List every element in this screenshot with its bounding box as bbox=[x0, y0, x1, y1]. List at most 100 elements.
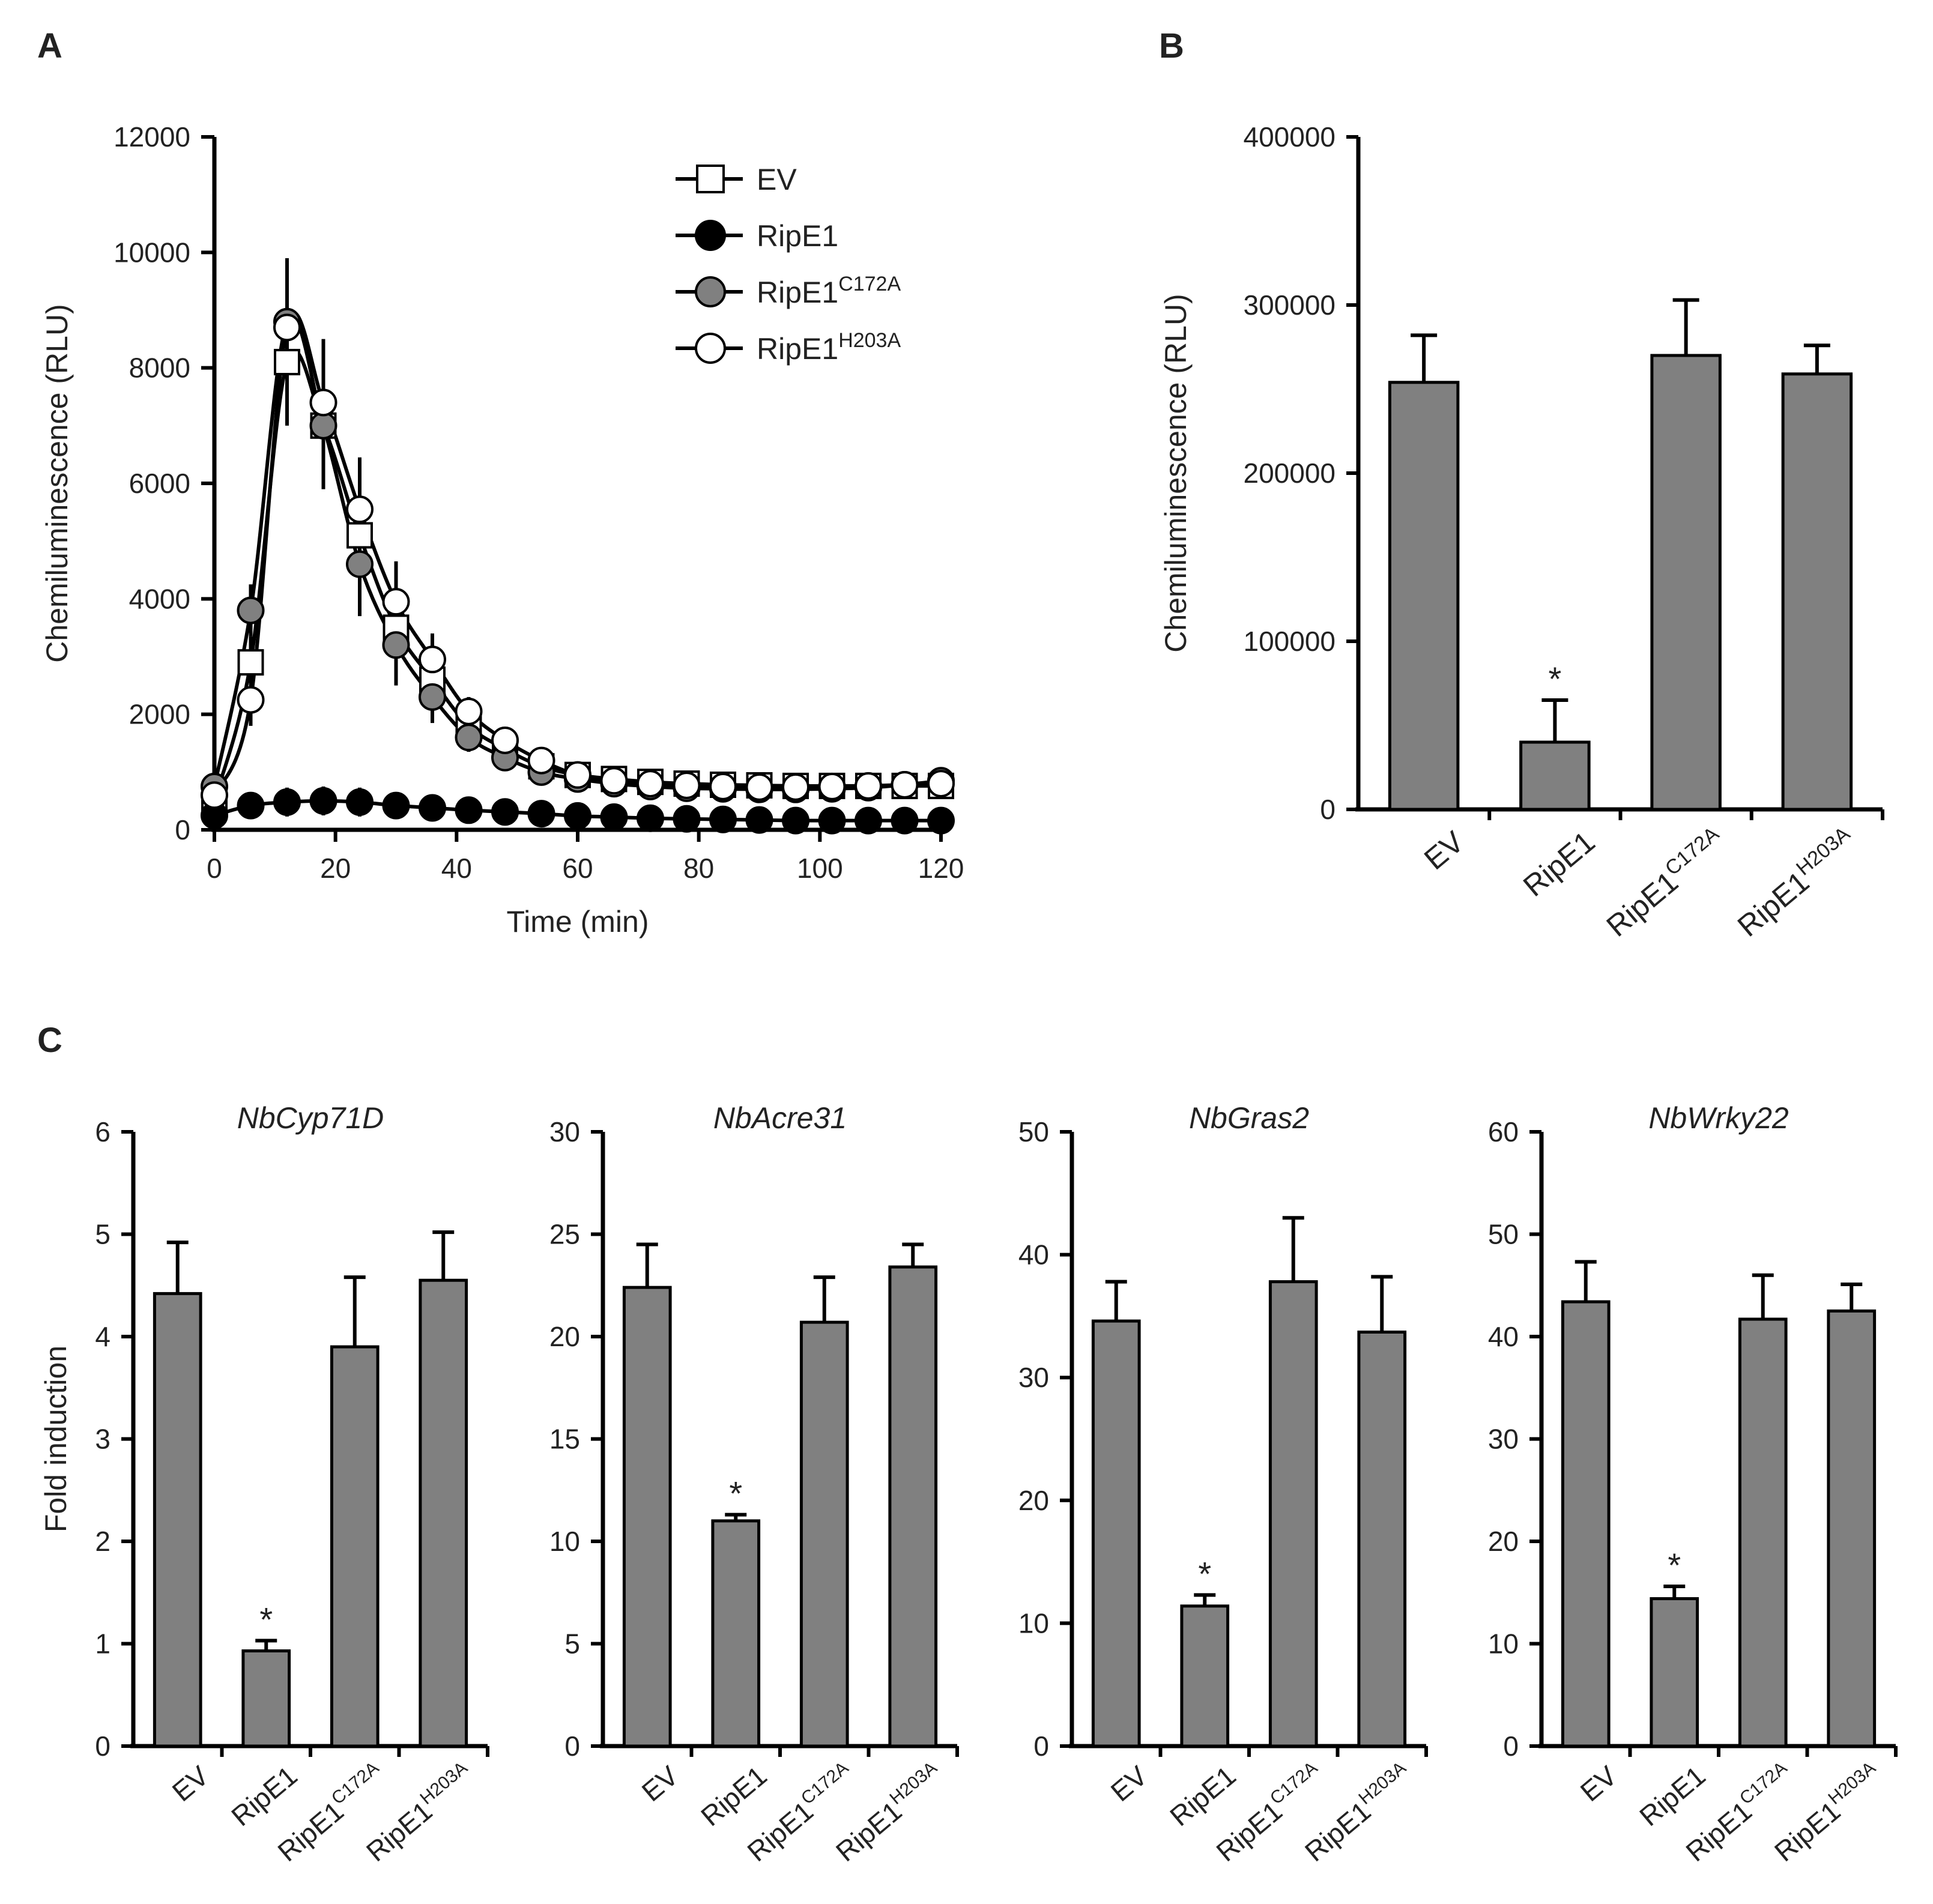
y-tick-label: 30 bbox=[549, 1116, 580, 1147]
data-point-ev bbox=[346, 522, 373, 549]
y-tick-label: 6000 bbox=[129, 468, 190, 499]
y-tick-label: 5 bbox=[95, 1219, 110, 1250]
data-point-ripe1-c172a bbox=[455, 724, 483, 752]
y-axis-title: Fold induction bbox=[39, 1346, 73, 1532]
legend-label-ripe1-h203a: RipE1H203A bbox=[757, 329, 901, 366]
y-tick-label: 20 bbox=[549, 1321, 580, 1352]
bar-ripe1-h203a bbox=[419, 1278, 468, 1748]
bar-ripe1-h203a bbox=[1827, 1309, 1877, 1748]
panel-a-line-chart: 0 2000 4000 6000 8000 10000 12000 0 20 40 60 80 100 1… bbox=[40, 121, 964, 938]
data-point-ripe1-h203a bbox=[527, 746, 555, 775]
data-point-ripe1-h203a bbox=[855, 772, 882, 800]
x-tick-label: 0 bbox=[207, 853, 222, 884]
data-point-ripe1-h203a bbox=[709, 772, 737, 800]
data-point-ripe1-h203a bbox=[600, 767, 628, 795]
data-point-ripe1 bbox=[673, 805, 701, 833]
data-point-ripe1-h203a bbox=[564, 761, 591, 789]
chart-title: NbGras2 bbox=[1189, 1101, 1309, 1135]
category-label-ev: EV bbox=[1575, 1760, 1623, 1807]
legend-marker-ripe1 bbox=[695, 220, 726, 251]
bar-ripe1-h203a bbox=[1357, 1330, 1407, 1748]
x-tick-label: 60 bbox=[562, 853, 593, 884]
y-tick-label: 300000 bbox=[1244, 289, 1336, 321]
y-tick-label: 0 bbox=[1320, 794, 1336, 825]
y-tick-label: 5 bbox=[564, 1628, 580, 1660]
data-point-ripe1 bbox=[455, 796, 483, 824]
y-tick-label: 4000 bbox=[129, 583, 190, 614]
bar-ripe1-c172a bbox=[330, 1345, 380, 1748]
data-point-ripe1 bbox=[818, 806, 846, 835]
data-point-ripe1 bbox=[491, 798, 519, 826]
data-point-ripe1-h203a bbox=[273, 313, 301, 342]
y-tick-label: 30 bbox=[1488, 1424, 1519, 1455]
bar-ripe1-c172a bbox=[1268, 1280, 1318, 1748]
data-point-ripe1-c172a bbox=[382, 631, 410, 659]
category-label-ripe1: RipE1 bbox=[1164, 1760, 1241, 1832]
category-label-ripe1-h203a: RipE1H203A bbox=[1729, 822, 1863, 943]
y-tick-label: 50 bbox=[1018, 1116, 1049, 1147]
y-tick-label: 25 bbox=[549, 1219, 580, 1250]
bar-ev bbox=[153, 1292, 202, 1748]
data-point-ripe1-h203a bbox=[891, 770, 919, 799]
y-axis-title: Chemiluminescence (RLU) bbox=[40, 304, 74, 662]
legend-label-ripe1: RipE1 bbox=[757, 219, 838, 253]
y-tick-label: 0 bbox=[95, 1730, 110, 1762]
data-point-ripe1 bbox=[237, 791, 265, 820]
data-point-ripe1-c172a bbox=[419, 683, 446, 711]
chart-title: NbWrky22 bbox=[1648, 1101, 1789, 1135]
category-label-ev: EV bbox=[166, 1760, 215, 1807]
chart-title: NbAcre31 bbox=[713, 1101, 847, 1135]
data-point-ripe1 bbox=[709, 805, 737, 833]
x-tick-label: 20 bbox=[320, 853, 351, 884]
bar-ripe1-c172a bbox=[1650, 354, 1722, 811]
data-point-ripe1-h203a bbox=[782, 773, 809, 801]
data-point-ripe1 bbox=[564, 802, 591, 830]
legend-marker-ev bbox=[696, 165, 725, 193]
data-point-ripe1-h203a bbox=[382, 588, 410, 616]
y-tick-label: 6 bbox=[95, 1116, 110, 1147]
y-tick-label: 20 bbox=[1488, 1526, 1519, 1557]
data-point-ripe1 bbox=[309, 787, 337, 815]
bar-ev bbox=[622, 1286, 672, 1748]
x-tick-label: 40 bbox=[441, 853, 472, 884]
data-point-ripe1-h203a bbox=[673, 771, 701, 799]
y-tick-label: 0 bbox=[564, 1730, 580, 1762]
data-point-ev bbox=[237, 649, 264, 676]
y-tick-label: 30 bbox=[1018, 1362, 1049, 1393]
legend-marker-ripe1-h203a bbox=[695, 333, 726, 364]
data-point-ripe1-c172a bbox=[237, 596, 265, 624]
panel-label-b: B bbox=[1159, 26, 1184, 65]
bar-ripe1-h203a bbox=[888, 1265, 938, 1748]
data-point-ripe1 bbox=[382, 791, 410, 820]
y-tick-label: 50 bbox=[1488, 1219, 1519, 1250]
y-tick-label: 100000 bbox=[1244, 626, 1336, 657]
data-point-ripe1-h203a bbox=[491, 726, 519, 754]
panel-label-c: C bbox=[37, 1021, 62, 1060]
panel-label-a: A bbox=[37, 26, 62, 65]
category-label-ripe1: RipE1 bbox=[225, 1760, 303, 1832]
category-label-ripe1: RipE1 bbox=[1633, 1760, 1711, 1832]
y-tick-label: 12000 bbox=[113, 121, 190, 153]
y-tick-label: 0 bbox=[1033, 1730, 1049, 1762]
y-tick-label: 20 bbox=[1018, 1485, 1049, 1516]
bar-ripe1 bbox=[1519, 740, 1591, 811]
bar-ripe1-h203a bbox=[1781, 372, 1853, 811]
y-tick-label: 200000 bbox=[1244, 458, 1336, 489]
category-label-ripe1: RipE1 bbox=[695, 1760, 772, 1832]
y-tick-label: 10000 bbox=[113, 237, 190, 268]
y-tick-label: 0 bbox=[175, 814, 190, 845]
y-tick-label: 15 bbox=[549, 1424, 580, 1455]
markers bbox=[201, 307, 955, 835]
data-point-ripe1-h203a bbox=[419, 645, 446, 674]
bar-ev bbox=[1388, 381, 1460, 811]
chart-title: NbCyp71D bbox=[237, 1101, 384, 1135]
y-axis-title: Chemiluminescence (RLU) bbox=[1159, 294, 1193, 652]
data-point-ripe1-h203a bbox=[201, 781, 228, 809]
y-tick-label: 10 bbox=[549, 1526, 580, 1557]
data-point-ripe1-h203a bbox=[237, 686, 265, 714]
y-tick-label: 4 bbox=[95, 1321, 110, 1352]
